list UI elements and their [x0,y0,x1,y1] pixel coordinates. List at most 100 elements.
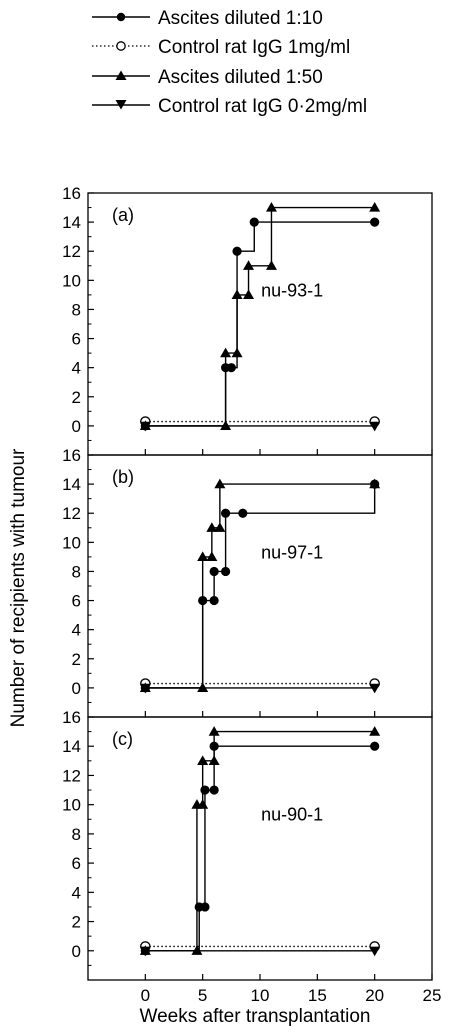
panel-tag: (c) [112,729,133,749]
series [140,741,380,956]
y-tick-label: 4 [72,621,81,640]
y-tick-label: 12 [62,242,81,261]
legend-item: Control rat IgG 1mg/ml [92,37,350,58]
y-tick-label: 14 [62,737,81,756]
y-tick-label: 12 [62,766,81,785]
y-tick-label: 12 [62,504,81,523]
point-triangle-up [243,289,255,300]
y-tick-label: 10 [62,533,81,552]
y-tick-label: 8 [72,825,81,844]
y-tick-label: 0 [72,679,81,698]
point-triangle-up [231,347,243,358]
plot-frame [87,716,433,981]
plot-frame [87,454,433,718]
point-circle-filled [200,785,210,795]
point-circle-filled [238,508,248,518]
series-line [145,730,375,952]
legend-item: Ascites diluted 1:50 [92,67,323,88]
point-circle-filled [200,902,210,912]
point-triangle-up [231,289,243,300]
point-circle-filled [209,566,219,577]
point-triangle-down [139,946,151,957]
y-tick-label: 2 [72,388,81,407]
series-line [145,484,376,689]
series-line [145,745,375,952]
legend-label: Ascites diluted 1:50 [158,67,323,88]
point-circle-filled [221,508,231,518]
point-circle-filled [370,741,380,751]
series-line [145,483,375,689]
legend-item: Ascites diluted 1:10 [92,8,323,29]
x-tick-label: 0 [141,986,150,1005]
panel-tag: (b) [112,467,134,487]
series [140,941,380,952]
series [139,726,381,955]
panels: 0 2 4 6 8 10 12 14 16 (a) nu-93-1 0 2 4 6 8 10 12 14 16 (b) n… [62,184,441,1005]
x-tick-label: 25 [423,986,442,1005]
point-triangle-up [208,726,220,736]
plot-frame [87,192,433,456]
legend-label: Ascites diluted 1:10 [158,8,323,29]
series-line [145,206,375,427]
panel-1: 0 2 4 6 8 10 12 14 16 (a) nu-93-1 [62,184,433,456]
panel-label: nu-97-1 [261,542,323,562]
y-tick-label: 14 [62,475,81,494]
point-circle-filled [232,246,242,256]
point-triangle-down [139,421,151,432]
x-axis-label: Weeks after transplantation [140,1006,371,1027]
y-tick-label: 2 [72,650,81,669]
series [140,416,380,427]
y-tick-label: 0 [72,417,81,436]
y-tick-label: 0 [72,942,81,961]
series-line [145,221,375,427]
y-tick-label: 6 [72,592,81,611]
point-triangle-down [139,683,151,694]
legend: Ascites diluted 1:10 Control rat IgG 1mg… [92,8,367,117]
legend-item: Control rat IgG 0·2mg/ml [92,96,367,117]
y-tick-label: 16 [62,184,81,203]
y-tick-label: 10 [62,271,81,290]
y-tick-label: 4 [72,883,81,902]
point-triangle-up [214,522,226,532]
legend-label: Control rat IgG 1mg/ml [158,37,350,58]
legend-label: Control rat IgG 0·2mg/ml [158,96,367,117]
y-tick-label: 8 [72,300,81,319]
y-tick-label: 4 [72,359,81,378]
point-circle-filled [209,595,219,606]
y-axis-label: Number of recipients with tumour [8,448,29,727]
y-tick-label: 2 [72,913,81,932]
point-triangle-up [369,202,381,212]
point-triangle-up [369,478,381,489]
point-triangle-up [197,755,209,765]
point-triangle-up [197,551,209,562]
x-tick-label: 15 [308,986,327,1005]
point-triangle-down [369,683,381,694]
panel-label: nu-93-1 [261,280,323,300]
point-circle-filled [209,785,219,795]
y-tick-label: 16 [62,708,81,727]
point-triangle-up [208,755,220,765]
y-tick-label: 16 [62,446,81,465]
y-tick-label: 10 [62,796,81,815]
series [139,946,381,957]
x-tick-label: 5 [198,986,207,1005]
point-triangle-down [369,421,381,432]
x-tick-label: 10 [251,986,270,1005]
point-circle-filled [370,217,380,227]
point-triangle-up [214,478,226,489]
legend-marker-triangle-down [115,100,127,110]
panel-label: nu-90-1 [261,805,323,825]
point-triangle-up [243,260,255,270]
point-triangle-up [206,551,218,562]
legend-marker-circle-open [116,41,126,51]
series [139,202,381,431]
x-tick-label: 20 [365,986,384,1005]
series [139,421,381,432]
series [139,683,381,694]
series [140,678,380,689]
point-circle-filled [249,217,259,227]
y-tick-label: 14 [62,213,81,232]
panel-3: 0 2 4 6 8 10 12 14 16 (c) nu-90-1 [62,708,433,981]
y-tick-label: 8 [72,562,81,581]
series [139,478,381,693]
